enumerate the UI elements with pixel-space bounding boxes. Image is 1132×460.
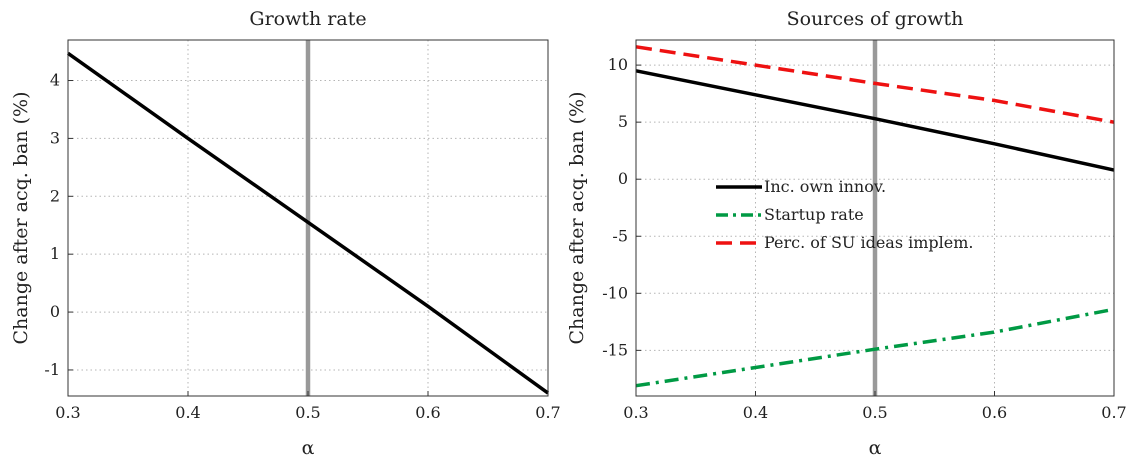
series-line-0 — [66, 51, 550, 395]
y-tick-label: -10 — [602, 283, 628, 302]
y-tick-label: -15 — [602, 340, 628, 359]
legend-label: Startup rate — [764, 205, 864, 224]
series-layer — [66, 51, 550, 395]
y-tick-label: 0 — [50, 302, 60, 321]
x-tick-label: 0.4 — [175, 403, 200, 422]
chart-sources-of-growth: Sources of growth 0.3 0.4 0.5 0.6 0.7 -15 -10 -… — [566, 8, 1127, 459]
x-tick-label: 0.6 — [415, 403, 440, 422]
legend-label: Inc. own innov. — [764, 177, 886, 196]
y-tick-label: 2 — [50, 186, 60, 205]
y-tick-label: 10 — [608, 55, 628, 74]
y-tick-label: 1 — [50, 244, 60, 263]
legend-label: Perc. of SU ideas implem. — [764, 233, 974, 252]
tick-labels: 0.3 0.4 0.5 0.6 0.7 -15 -10 -5 0 5 10 — [602, 55, 1126, 422]
y-tick-label: 3 — [50, 128, 60, 147]
series-line-0 — [635, 69, 1115, 172]
x-axis-label: α — [302, 437, 315, 459]
tick-labels: 0.3 0.4 0.5 0.6 0.7 -1 0 1 2 3 4 — [44, 71, 560, 422]
series-line-1 — [635, 307, 1115, 388]
x-tick-label: 0.6 — [982, 403, 1007, 422]
x-axis-label: α — [869, 437, 882, 459]
y-axis-label: Change after acq. ban (%) — [10, 91, 32, 344]
y-tick-label: -5 — [612, 226, 628, 245]
x-tick-label: 0.7 — [1101, 403, 1126, 422]
x-tick-label: 0.3 — [55, 403, 80, 422]
x-tick-label: 0.5 — [295, 403, 320, 422]
y-tick-label: -1 — [44, 360, 60, 379]
x-tick-label: 0.3 — [623, 403, 648, 422]
x-tick-label: 0.7 — [535, 403, 560, 422]
chart-growth-rate: Growth rate 0.3 0.4 0.5 0.6 0.7 -1 0 1 2 3 4 α Cha… — [10, 8, 561, 459]
y-tick-label: 0 — [618, 169, 628, 188]
series-line-2 — [635, 45, 1115, 124]
chart-title: Sources of growth — [787, 8, 964, 30]
y-tick-label: 4 — [50, 71, 60, 90]
series-layer — [635, 45, 1115, 388]
x-tick-label: 0.5 — [862, 403, 887, 422]
x-tick-label: 0.4 — [743, 403, 768, 422]
legend: Inc. own innov. Startup rate Perc. of SU i… — [716, 177, 974, 252]
chart-title: Growth rate — [249, 8, 366, 30]
y-tick-label: 5 — [618, 112, 628, 131]
y-axis-label: Change after acq. ban (%) — [566, 91, 588, 344]
